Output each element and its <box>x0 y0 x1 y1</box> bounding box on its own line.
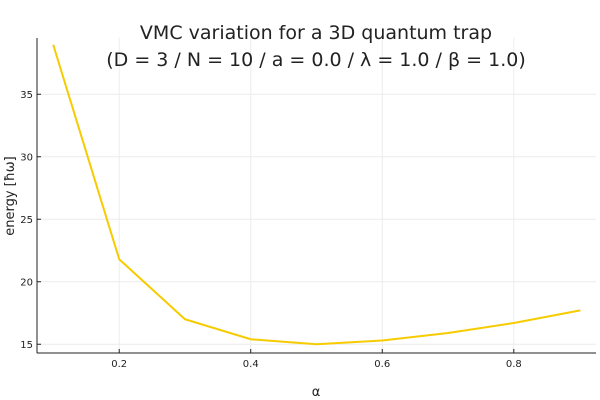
y-tick-label: 35 <box>20 90 33 101</box>
x-tick-label: 0.2 <box>111 359 127 370</box>
y-ticks: 15 20 25 30 35 <box>20 90 41 351</box>
series-layer <box>52 44 581 346</box>
series-line-0 <box>52 44 581 346</box>
axes <box>36 38 596 354</box>
grid <box>37 38 596 353</box>
x-ticks: 0.2 0.4 0.6 0.8 <box>111 349 522 370</box>
x-tick-label: 0.6 <box>374 359 390 370</box>
x-axis-label: α <box>312 385 321 400</box>
y-tick-label: 25 <box>20 215 33 226</box>
y-tick-label: 15 <box>20 340 33 351</box>
y-tick-label: 30 <box>20 152 33 163</box>
chart-title-line-1: VMC variation for a 3D quantum trap <box>140 22 492 44</box>
y-tick-label: 20 <box>20 277 33 288</box>
x-tick-label: 0.8 <box>506 359 522 370</box>
x-tick-label: 0.4 <box>243 359 259 370</box>
chart-title-line-2: (D = 3 / N = 10 / a = 0.0 / λ = 1.0 / β … <box>106 49 526 71</box>
y-axis-label: energy [ħω] <box>3 156 18 236</box>
